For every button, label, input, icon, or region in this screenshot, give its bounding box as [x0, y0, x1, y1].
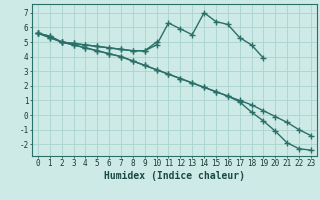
X-axis label: Humidex (Indice chaleur): Humidex (Indice chaleur) [104, 171, 245, 181]
